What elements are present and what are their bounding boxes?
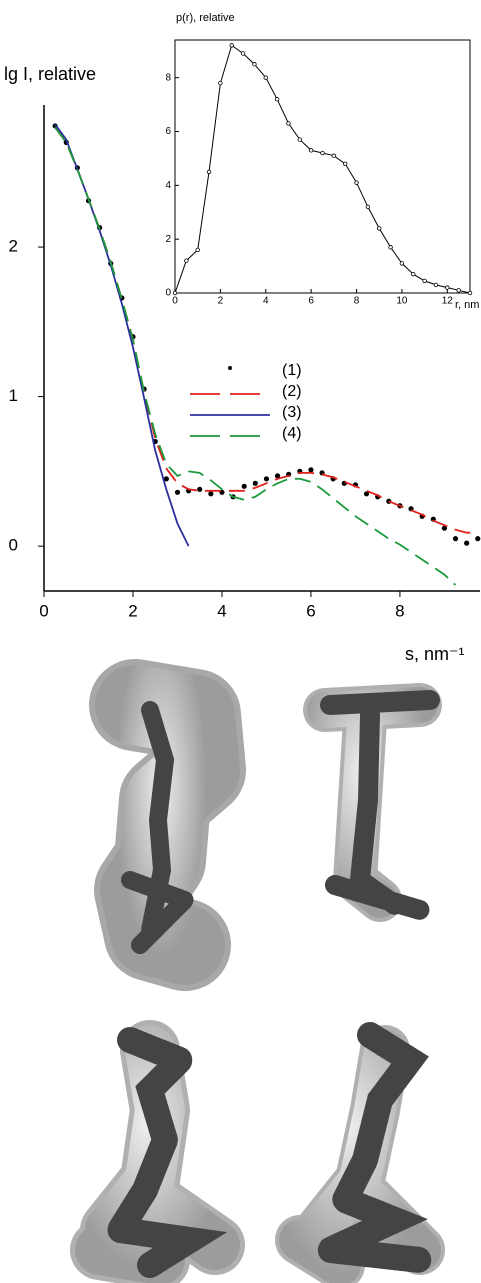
marker — [433, 282, 439, 288]
marker — [445, 285, 450, 290]
data-point — [363, 491, 370, 497]
molecular-models — [70, 659, 445, 1283]
model-4 — [275, 1022, 445, 1283]
y-tick-label: 2 — [9, 237, 18, 256]
data-point — [441, 525, 448, 531]
data-point — [464, 540, 470, 546]
legend-label: (3) — [282, 404, 302, 421]
y-tick-label: 0 — [9, 536, 18, 555]
marker — [456, 288, 461, 293]
x-axis-label: r, nm — [455, 299, 479, 311]
legend-label: (2) — [282, 383, 302, 400]
chart-title: p(r), relative — [176, 12, 235, 24]
series-line — [54, 126, 478, 534]
y-tick-label: 0 — [165, 288, 171, 299]
model-1 — [89, 659, 246, 991]
x-tick-label: 10 — [396, 296, 408, 307]
series-line — [54, 126, 457, 586]
x-tick-label: 6 — [306, 601, 315, 620]
x-tick-label: 0 — [39, 601, 48, 620]
x-tick-label: 0 — [172, 296, 178, 307]
model-2 — [303, 683, 442, 922]
x-tick-label: 4 — [263, 296, 269, 307]
x-axis-label: s, nm⁻¹ — [405, 644, 465, 664]
data-point — [475, 536, 481, 542]
plot-frame — [174, 39, 471, 294]
legend-label: (1) — [282, 362, 302, 379]
y-tick-label: 6 — [165, 126, 171, 137]
marker — [388, 245, 393, 250]
marker — [252, 62, 257, 67]
y-axis-label: lg I, relative — [4, 64, 96, 84]
x-tick-label: 8 — [354, 296, 360, 307]
series-line — [54, 123, 190, 547]
data-point — [263, 476, 270, 482]
marker — [308, 148, 314, 153]
marker — [195, 247, 200, 253]
marker — [218, 80, 223, 86]
marker — [229, 43, 234, 48]
marker — [297, 137, 303, 142]
legend-symbol — [228, 366, 232, 370]
data-point — [308, 467, 314, 473]
marker — [342, 161, 348, 167]
x-tick-label: 2 — [218, 296, 224, 307]
marker — [422, 278, 427, 284]
marker — [411, 271, 416, 277]
x-tick-label: 8 — [395, 601, 404, 620]
data-point — [274, 473, 281, 479]
marker — [377, 226, 382, 231]
marker — [365, 204, 371, 210]
data-point — [174, 489, 181, 495]
legend-label: (4) — [282, 425, 302, 442]
y-tick-label: 2 — [165, 234, 171, 245]
model-3 — [70, 1020, 245, 1283]
marker — [331, 153, 337, 158]
data-point — [163, 476, 169, 482]
x-tick-label: 4 — [217, 601, 226, 620]
marker — [240, 51, 246, 56]
x-tick-label: 2 — [128, 601, 137, 620]
marker — [467, 290, 473, 296]
data-point — [197, 486, 203, 492]
data-point — [208, 491, 214, 497]
data-point — [241, 483, 247, 489]
marker — [184, 258, 189, 263]
marker — [172, 290, 178, 296]
data-point — [452, 536, 459, 542]
y-tick-label: 1 — [9, 386, 18, 405]
x-tick-label: 6 — [308, 296, 314, 307]
marker — [263, 75, 268, 80]
marker — [399, 261, 405, 266]
y-tick-label: 4 — [165, 180, 171, 191]
x-tick-label: 12 — [442, 296, 454, 307]
data-point — [252, 480, 258, 486]
y-tick-label: 8 — [165, 72, 171, 83]
marker — [206, 169, 212, 175]
marker — [286, 121, 291, 126]
marker — [274, 97, 280, 102]
marker — [354, 180, 359, 185]
marker — [320, 150, 325, 156]
